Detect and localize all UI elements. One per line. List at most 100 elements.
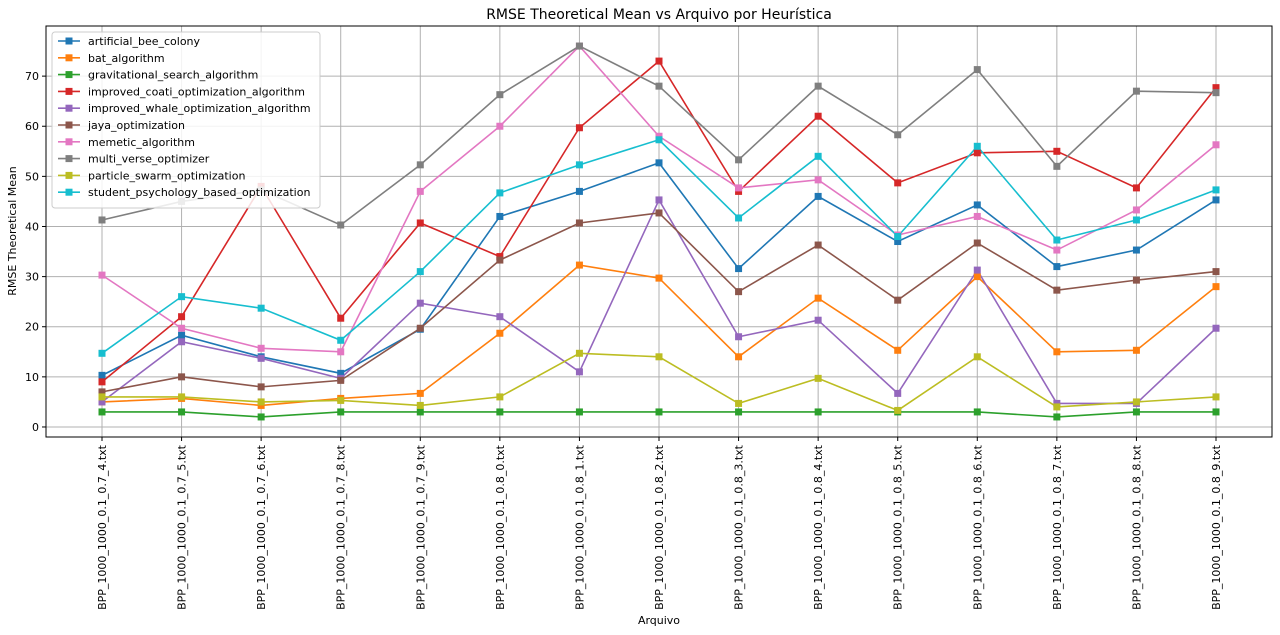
data-point-improved_coati_optimization_algorithm xyxy=(178,313,186,321)
data-point-improved_whale_optimization_algorithm xyxy=(894,389,902,397)
data-point-jaya_optimization xyxy=(416,324,424,332)
data-point-jaya_optimization xyxy=(655,209,663,217)
x-tick-label: BPP_1000_1000_0.1_0.7_5.txt xyxy=(176,444,189,610)
data-point-gravitational_search_algorithm xyxy=(655,408,663,416)
data-point-jaya_optimization xyxy=(1053,286,1061,294)
legend-marker xyxy=(65,171,73,179)
data-point-particle_swarm_optimization xyxy=(575,349,583,357)
data-point-improved_coati_optimization_algorithm xyxy=(1212,84,1220,92)
data-point-improved_whale_optimization_algorithm xyxy=(416,299,424,307)
legend-entry-label: memetic_algorithm xyxy=(88,136,195,149)
data-point-student_psychology_based_optimization xyxy=(655,136,663,144)
data-point-multi_verse_optimizer xyxy=(894,131,902,139)
data-point-bat_algorithm xyxy=(894,346,902,354)
legend-entry-label: jaya_optimization xyxy=(87,119,185,132)
legend-entry-label: improved_coati_optimization_algorithm xyxy=(88,85,305,98)
data-point-artificial_bee_colony xyxy=(1212,196,1220,204)
data-point-memetic_algorithm xyxy=(655,132,663,140)
data-point-particle_swarm_optimization xyxy=(735,399,743,407)
data-point-bat_algorithm xyxy=(496,329,504,337)
data-point-multi_verse_optimizer xyxy=(973,66,981,74)
data-point-student_psychology_based_optimization xyxy=(337,336,345,344)
data-point-multi_verse_optimizer xyxy=(1053,162,1061,170)
data-point-multi_verse_optimizer xyxy=(1132,87,1140,95)
data-point-memetic_algorithm xyxy=(1053,246,1061,254)
data-point-particle_swarm_optimization xyxy=(1212,393,1220,401)
data-point-bat_algorithm xyxy=(655,274,663,282)
x-tick-label: BPP_1000_1000_0.1_0.7_4.txt xyxy=(96,444,109,610)
chart-title: RMSE Theoretical Mean vs Arquivo por Heu… xyxy=(486,7,832,23)
x-tick-label: BPP_1000_1000_0.1_0.8_6.txt xyxy=(971,444,984,610)
legend-entry-label: bat_algorithm xyxy=(88,52,165,65)
y-axis-label: RMSE Theoretical Mean xyxy=(6,166,19,296)
data-point-gravitational_search_algorithm xyxy=(337,408,345,416)
data-point-gravitational_search_algorithm xyxy=(1053,413,1061,421)
data-point-multi_verse_optimizer xyxy=(416,161,424,169)
legend-marker xyxy=(65,121,73,129)
data-point-jaya_optimization xyxy=(257,383,265,391)
y-axis-ticks: 0 10 20 30 40 50 60 70 xyxy=(25,70,46,434)
legend-entry-label: gravitational_search_algorithm xyxy=(88,69,258,82)
data-point-jaya_optimization xyxy=(735,288,743,296)
data-point-bat_algorithm xyxy=(735,353,743,361)
data-point-improved_coati_optimization_algorithm xyxy=(496,253,504,261)
data-point-artificial_bee_colony xyxy=(337,369,345,377)
data-point-multi_verse_optimizer xyxy=(337,221,345,229)
data-point-gravitational_search_algorithm xyxy=(416,408,424,416)
data-point-artificial_bee_colony xyxy=(178,331,186,339)
data-point-jaya_optimization xyxy=(973,239,981,247)
data-point-multi_verse_optimizer xyxy=(1212,89,1220,97)
data-point-multi_verse_optimizer xyxy=(575,42,583,50)
x-tick-label: BPP_1000_1000_0.1_0.8_8.txt xyxy=(1130,444,1143,610)
data-point-gravitational_search_algorithm xyxy=(178,408,186,416)
data-point-bat_algorithm xyxy=(1132,346,1140,354)
data-point-multi_verse_optimizer xyxy=(735,156,743,164)
data-point-improved_whale_optimization_algorithm xyxy=(1053,399,1061,407)
data-point-artificial_bee_colony xyxy=(575,187,583,195)
data-point-improved_whale_optimization_algorithm xyxy=(496,313,504,321)
data-point-improved_coati_optimization_algorithm xyxy=(1053,147,1061,155)
data-point-bat_algorithm xyxy=(1212,283,1220,291)
data-point-particle_swarm_optimization xyxy=(1053,403,1061,411)
data-point-bat_algorithm xyxy=(973,273,981,281)
x-tick-label: BPP_1000_1000_0.1_0.8_5.txt xyxy=(892,444,905,610)
data-point-improved_whale_optimization_algorithm xyxy=(735,333,743,341)
legend-marker xyxy=(65,104,73,112)
data-point-improved_whale_optimization_algorithm xyxy=(98,398,106,406)
legend-box xyxy=(51,31,321,209)
legend-entry-label: particle_swarm_optimization xyxy=(88,169,245,182)
x-tick-label: BPP_1000_1000_0.1_0.8_0.txt xyxy=(494,444,507,610)
legend-marker xyxy=(65,71,73,79)
data-point-gravitational_search_algorithm xyxy=(496,408,504,416)
data-point-memetic_algorithm xyxy=(416,187,424,195)
data-point-improved_coati_optimization_algorithm xyxy=(337,314,345,322)
data-point-student_psychology_based_optimization xyxy=(496,189,504,197)
data-point-memetic_algorithm xyxy=(98,271,106,279)
data-point-improved_coati_optimization_algorithm xyxy=(575,124,583,132)
x-tick-label: BPP_1000_1000_0.1_0.8_4.txt xyxy=(812,444,825,610)
x-tick-label: BPP_1000_1000_0.1_0.8_1.txt xyxy=(573,444,586,610)
data-point-improved_whale_optimization_algorithm xyxy=(973,266,981,274)
data-point-multi_verse_optimizer xyxy=(814,82,822,90)
data-point-memetic_algorithm xyxy=(257,344,265,352)
y-tick-label: 50 xyxy=(25,170,39,183)
data-point-student_psychology_based_optimization xyxy=(1053,236,1061,244)
data-point-student_psychology_based_optimization xyxy=(814,152,822,160)
data-point-improved_whale_optimization_algorithm xyxy=(178,338,186,346)
legend-marker xyxy=(65,155,73,163)
data-point-memetic_algorithm xyxy=(1132,206,1140,214)
data-point-particle_swarm_optimization xyxy=(973,353,981,361)
data-point-multi_verse_optimizer xyxy=(98,216,106,224)
data-point-memetic_algorithm xyxy=(973,212,981,220)
data-point-student_psychology_based_optimization xyxy=(575,161,583,169)
data-point-student_psychology_based_optimization xyxy=(735,214,743,222)
data-point-gravitational_search_algorithm xyxy=(98,408,106,416)
data-point-gravitational_search_algorithm xyxy=(814,408,822,416)
data-point-artificial_bee_colony xyxy=(655,159,663,167)
data-point-gravitational_search_algorithm xyxy=(735,408,743,416)
data-point-bat_algorithm xyxy=(575,261,583,269)
data-point-improved_whale_optimization_algorithm xyxy=(1212,324,1220,332)
legend-entry-label: student_psychology_based_optimization xyxy=(88,186,310,199)
data-point-bat_algorithm xyxy=(416,389,424,397)
